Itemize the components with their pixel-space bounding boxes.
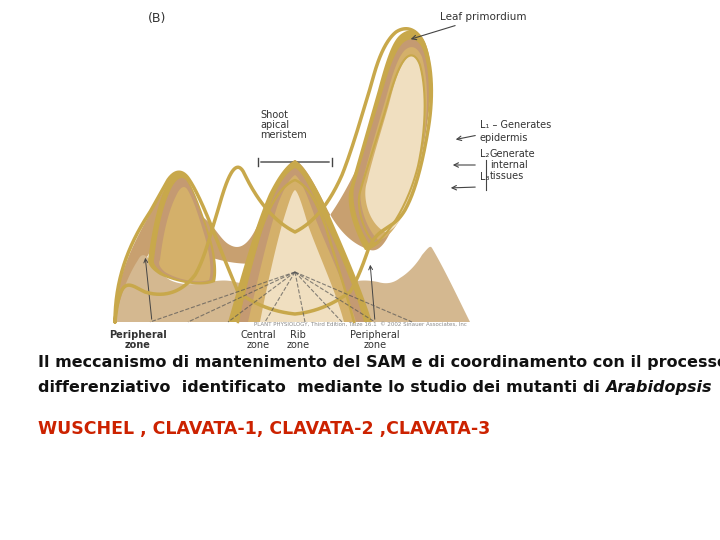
Text: Shoot: Shoot	[260, 110, 288, 120]
Polygon shape	[248, 175, 356, 322]
Polygon shape	[159, 187, 210, 281]
Text: PLANT PHYSIOLOGY, Third Edition, Taize 16.1  © 2002 Sinauer Associates, Inc: PLANT PHYSIOLOGY, Third Edition, Taize 1…	[253, 322, 467, 327]
Polygon shape	[148, 172, 216, 285]
Text: WUSCHEL , CLAVATA-1, CLAVATA-2 ,CLAVATA-3: WUSCHEL , CLAVATA-1, CLAVATA-2 ,CLAVATA-…	[38, 420, 490, 438]
Text: apical: apical	[260, 120, 289, 130]
Text: Central: Central	[240, 330, 276, 340]
Text: internal: internal	[490, 160, 528, 170]
Text: Peripheral: Peripheral	[350, 330, 400, 340]
Text: differenziativo  identificato  mediante lo studio dei mutanti di: differenziativo identificato mediante lo…	[38, 380, 606, 395]
Text: Peripheral: Peripheral	[109, 330, 167, 340]
Text: L₂: L₂	[480, 149, 490, 159]
Text: zone: zone	[246, 340, 269, 350]
Text: (B): (B)	[148, 12, 166, 25]
Text: L₃: L₃	[480, 172, 490, 182]
Polygon shape	[228, 160, 372, 322]
Text: Leaf primordium: Leaf primordium	[412, 12, 526, 39]
Polygon shape	[238, 168, 364, 322]
Polygon shape	[154, 178, 213, 282]
Text: tissues: tissues	[490, 171, 524, 181]
Text: zone: zone	[364, 340, 387, 350]
Text: epidermis: epidermis	[480, 133, 528, 143]
Polygon shape	[115, 247, 470, 322]
Text: Generate: Generate	[490, 149, 536, 159]
Text: meristem: meristem	[260, 130, 307, 140]
Polygon shape	[361, 47, 427, 240]
Polygon shape	[365, 56, 425, 232]
Text: L₁ – Generates: L₁ – Generates	[480, 120, 552, 130]
Polygon shape	[354, 39, 428, 245]
Polygon shape	[115, 37, 426, 322]
Text: Il meccanismo di mantenimento del SAM e di coordinamento con il processo: Il meccanismo di mantenimento del SAM e …	[38, 355, 720, 370]
Polygon shape	[260, 190, 344, 322]
Text: Arabidopsis: Arabidopsis	[606, 380, 712, 395]
Polygon shape	[348, 30, 431, 250]
Text: zone: zone	[287, 340, 310, 350]
Text: Rib: Rib	[290, 330, 306, 340]
Text: zone: zone	[125, 340, 151, 350]
